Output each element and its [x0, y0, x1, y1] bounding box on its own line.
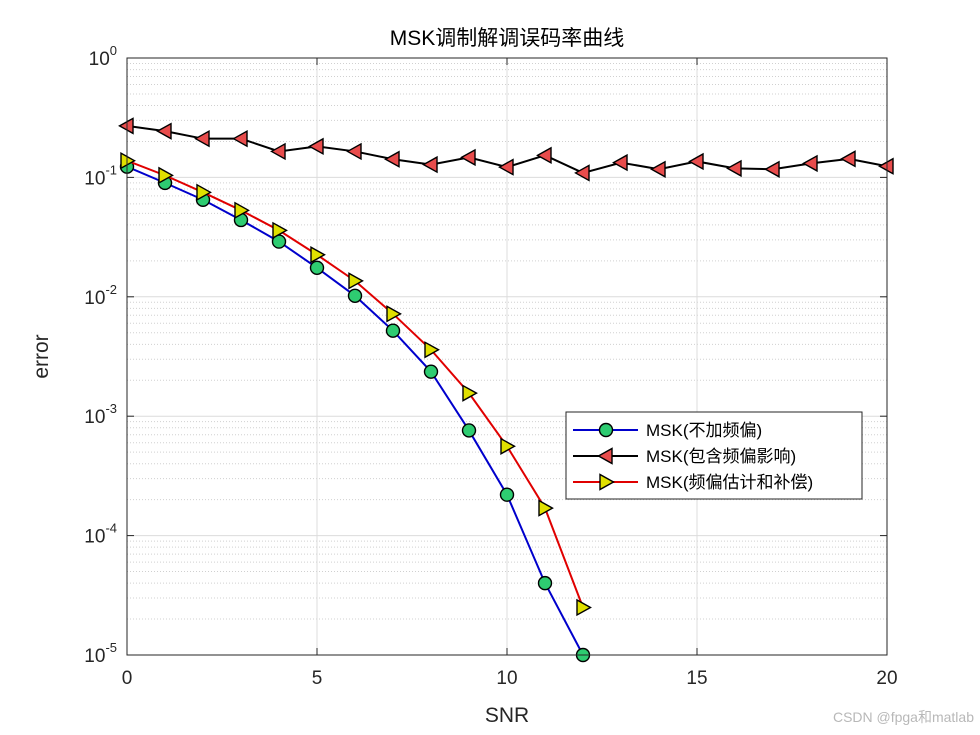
x-tick-label: 15 [686, 668, 707, 689]
legend-label: MSK(包含频偏影响) [646, 447, 796, 466]
data-point [385, 323, 401, 338]
x-tick-label: 20 [876, 668, 897, 689]
data-point [460, 148, 476, 167]
data-point [423, 364, 439, 379]
legend-label: MSK(频偏估计和补偿) [646, 473, 813, 492]
y-tick-label: 10-1 [84, 162, 117, 189]
legend-marker [599, 473, 615, 491]
data-point [612, 153, 628, 172]
data-point [156, 122, 172, 140]
data-point [499, 487, 515, 502]
x-tick-label: 5 [312, 668, 323, 689]
data-point [574, 164, 590, 182]
watermark: CSDN @fpga和matlab [832, 709, 974, 725]
data-point [500, 437, 516, 455]
data-point [384, 150, 400, 168]
data-point [272, 221, 288, 240]
data-point [232, 129, 248, 148]
data-point [536, 146, 552, 165]
data-point [194, 129, 210, 148]
data-point [461, 423, 477, 438]
legend-label: MSK(不加频偏) [646, 421, 762, 440]
data-point [422, 155, 438, 174]
x-tick-label: 10 [496, 668, 517, 689]
data-point [348, 272, 364, 290]
y-tick-label: 10-3 [84, 401, 117, 428]
data-point [688, 152, 704, 171]
data-point [309, 260, 325, 275]
data-point [234, 201, 250, 220]
data-point [308, 137, 324, 156]
data-point [878, 157, 894, 175]
data-point [764, 160, 780, 178]
legend-marker [597, 447, 613, 465]
legend-marker [598, 422, 614, 438]
data-point [118, 117, 134, 135]
data-point [270, 142, 286, 161]
data-point [538, 499, 554, 517]
ticks: 0 5 10 15 20 100 10-1 10-2 10-3 10-4 10-5 [84, 43, 897, 689]
data-point [347, 288, 363, 303]
data-point [424, 341, 440, 359]
y-tick-label: 10-4 [84, 521, 117, 548]
data-point [196, 183, 212, 202]
data-point [158, 166, 174, 185]
y-tick-label: 100 [89, 43, 117, 70]
data-point [346, 142, 362, 161]
data-point [576, 598, 592, 617]
y-tick-label: 10-5 [84, 640, 117, 667]
data-point [802, 154, 818, 173]
data-point [498, 158, 514, 176]
data-point [386, 305, 402, 323]
chart-title: MSK调制解调误码率曲线 [390, 27, 625, 50]
data-point [840, 150, 856, 168]
y-axis-label: error [30, 334, 53, 378]
x-axis-label: SNR [485, 704, 529, 727]
x-tick-label: 0 [122, 668, 133, 689]
legend: MSK(不加频偏) MSK(包含频偏影响) MSK(频偏估计和补偿) [565, 411, 863, 500]
grid [126, 57, 888, 656]
data-point [650, 160, 666, 178]
series-3 [120, 152, 592, 617]
data-point [726, 159, 742, 178]
data-point [120, 152, 136, 170]
data-point [537, 575, 553, 591]
y-tick-label: 10-2 [84, 282, 117, 309]
data-point [310, 246, 326, 264]
data-point [462, 384, 478, 402]
series-2 [118, 117, 894, 182]
